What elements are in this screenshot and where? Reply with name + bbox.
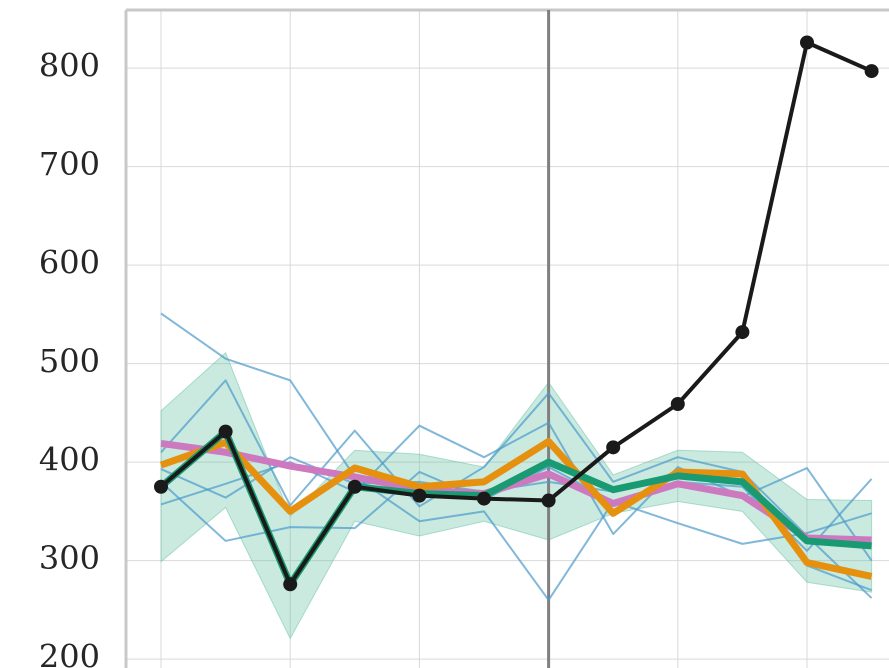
y-tick-label: 600	[39, 244, 100, 282]
y-tick-label: 800	[39, 47, 100, 85]
y-tick-label: 500	[39, 342, 100, 380]
point	[347, 479, 362, 494]
y-tick-label: 300	[39, 539, 100, 577]
series-line	[159, 40, 873, 587]
y-tick-label: 400	[39, 441, 100, 479]
point	[154, 479, 168, 494]
point	[477, 491, 491, 506]
point	[864, 64, 879, 79]
series-line	[160, 379, 873, 599]
point	[218, 424, 233, 439]
series-line	[160, 439, 872, 544]
point	[735, 325, 750, 340]
series-line	[160, 312, 872, 602]
point	[412, 488, 427, 503]
y-tick-label: 200	[39, 638, 100, 668]
point	[670, 397, 685, 412]
y-tick-label: 700	[39, 145, 100, 183]
point	[606, 440, 621, 455]
point	[800, 35, 814, 50]
point	[283, 577, 298, 592]
confidence-band	[160, 351, 873, 640]
point	[541, 493, 556, 508]
